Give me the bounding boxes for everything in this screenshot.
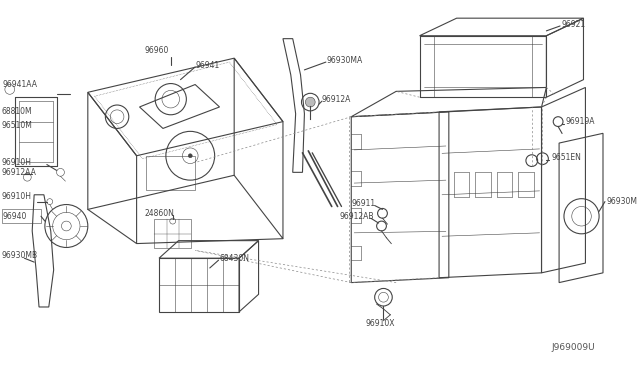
Text: 96910H: 96910H [2, 158, 32, 167]
Text: 96930M: 96930M [607, 197, 638, 206]
Text: 96912AB: 96912AB [340, 212, 374, 221]
Text: 96930MB: 96930MB [2, 251, 38, 260]
Text: J969009U: J969009U [551, 343, 595, 352]
Text: 96930MA: 96930MA [327, 56, 363, 65]
Text: 96921: 96921 [561, 20, 585, 29]
Text: 96910X: 96910X [366, 319, 396, 328]
Text: 68430N: 68430N [220, 254, 250, 263]
Text: 96941: 96941 [195, 61, 220, 70]
Text: 96910H: 96910H [2, 192, 32, 201]
Text: 96960: 96960 [145, 46, 169, 55]
Text: 96911: 96911 [351, 199, 376, 208]
Text: 96941AA: 96941AA [3, 80, 38, 89]
Text: 96510M: 96510M [2, 121, 33, 130]
Text: 96940: 96940 [3, 212, 28, 221]
Circle shape [188, 154, 192, 158]
Text: 9651EN: 9651EN [551, 153, 581, 162]
Text: 96912A: 96912A [322, 94, 351, 104]
Text: 24860N: 24860N [145, 209, 174, 218]
Text: 68810M: 68810M [2, 108, 33, 116]
Text: 96919A: 96919A [566, 117, 595, 126]
Text: 96912AA: 96912AA [2, 168, 37, 177]
Circle shape [305, 97, 315, 107]
